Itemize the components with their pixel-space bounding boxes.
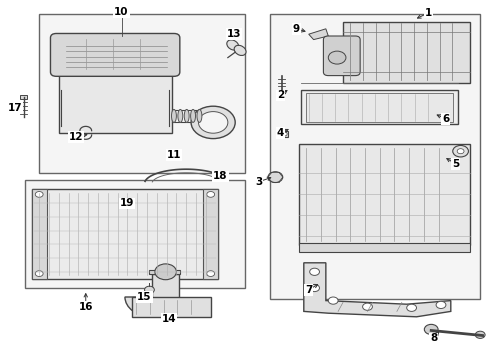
Polygon shape bbox=[203, 189, 218, 279]
Circle shape bbox=[310, 268, 319, 275]
Circle shape bbox=[207, 192, 215, 197]
Polygon shape bbox=[299, 144, 470, 245]
Circle shape bbox=[145, 286, 154, 293]
Polygon shape bbox=[152, 274, 179, 308]
Text: 13: 13 bbox=[227, 29, 242, 39]
Text: 2: 2 bbox=[277, 90, 284, 100]
Circle shape bbox=[475, 331, 485, 338]
Text: 17: 17 bbox=[7, 103, 22, 113]
Bar bbox=[280, 131, 288, 137]
Text: 6: 6 bbox=[442, 114, 449, 124]
Bar bbox=[24, 180, 245, 288]
Circle shape bbox=[207, 271, 215, 276]
Polygon shape bbox=[32, 189, 218, 279]
Ellipse shape bbox=[197, 109, 202, 122]
Circle shape bbox=[155, 264, 176, 280]
Bar bbox=[149, 270, 180, 274]
Polygon shape bbox=[309, 29, 328, 40]
Text: 18: 18 bbox=[213, 171, 228, 181]
Circle shape bbox=[328, 297, 338, 304]
Ellipse shape bbox=[234, 45, 246, 55]
Ellipse shape bbox=[227, 40, 239, 50]
Circle shape bbox=[424, 324, 438, 334]
Polygon shape bbox=[132, 297, 211, 317]
Bar bbox=[301, 90, 458, 124]
Text: 8: 8 bbox=[430, 333, 437, 343]
Text: 3: 3 bbox=[255, 177, 262, 187]
Circle shape bbox=[198, 112, 228, 133]
Text: 19: 19 bbox=[120, 198, 135, 208]
Text: 16: 16 bbox=[78, 302, 93, 312]
Circle shape bbox=[457, 149, 464, 154]
Text: 11: 11 bbox=[167, 150, 181, 160]
Bar bbox=[20, 95, 27, 99]
Circle shape bbox=[363, 303, 372, 310]
Text: 4: 4 bbox=[276, 128, 284, 138]
Ellipse shape bbox=[178, 109, 183, 122]
Circle shape bbox=[35, 192, 43, 197]
Circle shape bbox=[328, 51, 346, 64]
Ellipse shape bbox=[184, 109, 189, 122]
Text: 7: 7 bbox=[305, 285, 313, 295]
Ellipse shape bbox=[172, 109, 176, 122]
Text: 14: 14 bbox=[162, 314, 176, 324]
Text: 9: 9 bbox=[293, 24, 300, 34]
Bar bbox=[270, 14, 480, 299]
Bar bbox=[306, 93, 453, 122]
Circle shape bbox=[436, 301, 446, 309]
Polygon shape bbox=[59, 36, 172, 133]
Circle shape bbox=[35, 271, 43, 276]
Polygon shape bbox=[304, 263, 451, 317]
Bar bbox=[39, 14, 245, 173]
Circle shape bbox=[191, 106, 235, 139]
FancyBboxPatch shape bbox=[323, 36, 360, 76]
Circle shape bbox=[407, 304, 416, 311]
Text: 12: 12 bbox=[69, 132, 83, 142]
Wedge shape bbox=[125, 297, 152, 317]
Circle shape bbox=[281, 132, 287, 136]
Text: 1: 1 bbox=[425, 8, 432, 18]
Circle shape bbox=[310, 284, 319, 292]
Bar bbox=[299, 243, 470, 252]
Polygon shape bbox=[343, 22, 470, 83]
Circle shape bbox=[453, 145, 468, 157]
FancyBboxPatch shape bbox=[50, 33, 180, 76]
Circle shape bbox=[268, 172, 283, 183]
Text: 15: 15 bbox=[137, 292, 152, 302]
Text: 5: 5 bbox=[452, 159, 459, 169]
Polygon shape bbox=[32, 189, 47, 279]
Text: 10: 10 bbox=[114, 7, 129, 17]
Ellipse shape bbox=[191, 109, 196, 122]
